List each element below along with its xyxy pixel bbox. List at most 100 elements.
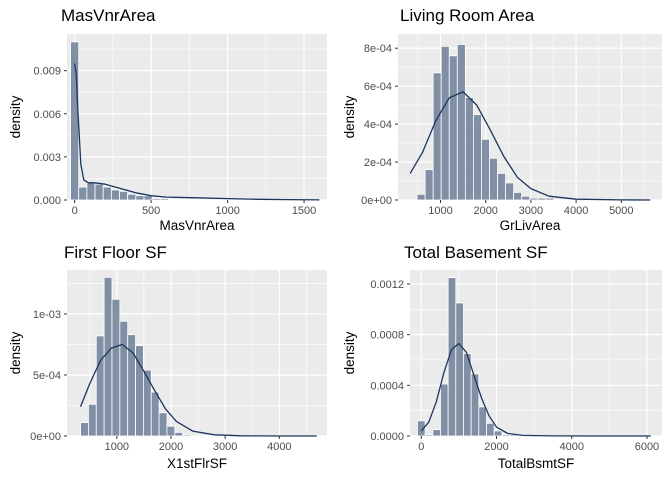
x-tick-label: 4000 — [267, 441, 291, 453]
histogram-bar — [505, 182, 515, 201]
histogram-bar — [424, 169, 434, 201]
histogram-bar — [424, 434, 434, 437]
x-tick-label: 3000 — [213, 441, 237, 453]
histogram-bar — [80, 422, 89, 437]
y-tick-label: 0e+00 — [30, 431, 61, 443]
histogram-bar — [176, 199, 186, 201]
y-tick-label: 6e-04 — [364, 81, 392, 93]
histogram-bar — [463, 353, 472, 437]
x-tick-label: 1000 — [215, 205, 239, 217]
x-axis-label: MasVnrArea — [159, 218, 235, 233]
histogram-bar — [513, 192, 523, 201]
histogram-bar — [440, 383, 449, 437]
histogram-bar — [78, 186, 88, 201]
histogram-bar — [86, 182, 96, 201]
histogram-bar — [497, 173, 506, 201]
histogram-bar — [182, 434, 191, 437]
x-tick-label: 500 — [142, 205, 160, 217]
y-tick-label: 0.0012 — [370, 279, 404, 291]
histogram-bar — [150, 391, 160, 437]
histogram-bar — [103, 276, 113, 437]
histogram-bar — [545, 197, 555, 201]
density-curve — [73, 63, 320, 201]
y-tick-label: 4e-04 — [364, 119, 392, 131]
y-tick-label: 0e+00 — [361, 195, 392, 207]
y-tick-label: 8e-04 — [364, 43, 392, 55]
x-axis-label: TotalBsmtSF — [498, 456, 575, 471]
histogram-bar — [486, 422, 495, 437]
histogram-bar — [151, 198, 161, 201]
x-axis-label: X1stFlrSF — [167, 456, 227, 471]
histogram-bar — [174, 431, 184, 437]
chart-panel: 1000 2000 3000 4000 5000 0e+00 2e-04 4e-04 6e-04… — [342, 6, 662, 233]
histogram-bar — [455, 302, 464, 437]
y-tick-label: 0.000 — [33, 195, 61, 207]
histogram-bar — [119, 320, 129, 437]
chart-title: Total Basement SF — [404, 243, 548, 262]
x-tick-label: 4000 — [564, 205, 588, 217]
histogram-bar — [501, 434, 510, 437]
histogram-bar — [529, 197, 539, 201]
histogram-bar — [448, 55, 458, 201]
y-axis-label: density — [342, 331, 357, 374]
histogram-bar — [464, 97, 474, 201]
x-tick-label: 6000 — [635, 441, 659, 453]
chart-panel: 0 2000 4000 6000 0.0000 0.0004 0.0008 0.0012 Tot… — [342, 243, 662, 471]
histogram-bar — [168, 198, 178, 201]
histogram-bars — [416, 44, 555, 201]
histogram-bar — [110, 189, 120, 201]
density-curve — [409, 91, 651, 201]
x-tick-label: 1000 — [105, 441, 129, 453]
x-tick-label: 3000 — [519, 205, 543, 217]
chart-title: First Floor SF — [64, 243, 167, 262]
x-tick-label: 1000 — [428, 205, 452, 217]
histogram-bars — [80, 276, 191, 437]
histogram-bar — [489, 157, 498, 201]
histogram-bar — [143, 369, 152, 437]
histogram-bar — [432, 72, 442, 201]
y-tick-label: 0.0004 — [370, 380, 404, 392]
histogram-bar — [94, 183, 104, 201]
chart-panel: 0 500 1000 1500 0.000 0.003 0.006 0.009 MasVnrAr… — [8, 6, 327, 233]
histogram-bars — [417, 277, 518, 437]
histogram-bar — [88, 403, 97, 437]
x-tick-label: 0 — [418, 441, 424, 453]
chart-title: Living Room Area — [400, 6, 535, 25]
y-tick-label: 0.003 — [33, 152, 61, 164]
chart-panel: 1000 2000 3000 4000 0e+00 5e-04 1e-03 First Flo… — [8, 243, 327, 471]
y-tick-label: 0.006 — [33, 109, 61, 121]
histogram-bar — [537, 197, 547, 201]
y-tick-label: 1e-03 — [33, 309, 61, 321]
histogram-bar — [521, 195, 531, 201]
histogram-bar — [119, 190, 129, 201]
histogram-bar — [473, 114, 482, 201]
x-tick-label: 2000 — [484, 441, 508, 453]
histogram-bar — [159, 198, 169, 201]
x-tick-label: 2000 — [473, 205, 497, 217]
y-tick-label: 0.0008 — [370, 330, 404, 342]
x-tick-label: 5000 — [609, 205, 633, 217]
y-tick-label: 0.009 — [33, 66, 61, 78]
histogram-bar — [111, 298, 121, 437]
histogram-bar — [416, 193, 426, 201]
x-tick-label: 0 — [72, 205, 78, 217]
density-curve — [420, 342, 651, 437]
histogram-bar — [158, 412, 168, 437]
histogram-bar — [478, 406, 487, 437]
histogram-bar — [135, 195, 145, 201]
histogram-bar — [493, 430, 503, 437]
y-tick-label: 2e-04 — [364, 157, 392, 169]
histogram-bar — [456, 44, 466, 201]
y-tick-label: 5e-04 — [33, 370, 61, 382]
y-axis-label: density — [8, 95, 23, 138]
x-tick-label: 2000 — [159, 441, 183, 453]
histogram-bar — [127, 193, 137, 201]
y-axis-label: density — [342, 95, 357, 138]
x-tick-label: 1500 — [292, 205, 316, 217]
y-tick-label: 0.0000 — [370, 431, 404, 443]
histogram-bar — [166, 425, 176, 437]
histogram-bar — [470, 373, 480, 437]
histogram-bar — [102, 186, 112, 201]
histogram-bar — [143, 195, 153, 201]
